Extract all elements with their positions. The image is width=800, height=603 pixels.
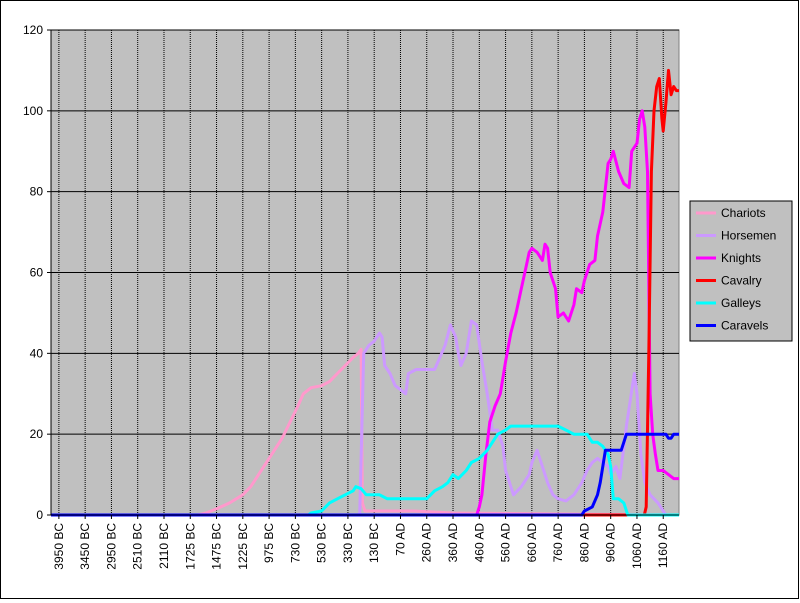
- x-tick-label: 130 BC: [367, 523, 381, 563]
- legend-box: [689, 200, 793, 342]
- legend-label: Galleys: [721, 296, 761, 310]
- series-layer: [51, 68, 680, 517]
- x-tick-label: 260 AD: [420, 523, 434, 563]
- legend-label: Chariots: [721, 206, 766, 220]
- y-tick-label: 80: [30, 185, 44, 199]
- x-axis: 3950 BC 3450 BC 2950 BC 2510 BC 2110 BC 1725 …: [51, 514, 679, 570]
- x-tick-label: 1060 AD: [630, 523, 644, 569]
- x-tick-label: 860 AD: [577, 523, 591, 563]
- y-axis: 0 20 40 60 80 100 120: [23, 23, 52, 522]
- legend-label: Caravels: [721, 319, 768, 333]
- x-tick-label: 2510 BC: [131, 523, 145, 570]
- y-tick-label: 0: [36, 508, 43, 522]
- x-tick-label: 3950 BC: [52, 523, 66, 570]
- legend-label: Cavalry: [721, 274, 762, 288]
- y-tick-label: 40: [30, 346, 44, 360]
- series-line-galleys: [51, 424, 679, 517]
- x-tick-label: 760 AD: [551, 523, 565, 563]
- x-tick-label: 1225 BC: [236, 523, 250, 570]
- x-tick-label: 2950 BC: [104, 523, 118, 570]
- legend: Chariots Horsemen Knights Cavalry Galleys Car…: [689, 200, 793, 342]
- y-tick-label: 120: [23, 23, 43, 37]
- x-tick-label: 1725 BC: [183, 523, 197, 570]
- x-tick-label: 1475 BC: [210, 523, 224, 570]
- x-tick-label: 70 AD: [393, 523, 407, 556]
- x-tick-label: 1160 AD: [656, 523, 670, 568]
- x-tick-label: 3450 BC: [78, 523, 92, 570]
- x-tick-label: 960 AD: [604, 523, 618, 563]
- x-tick-label: 730 BC: [288, 523, 302, 563]
- x-tick-label: 2110 BC: [157, 523, 171, 569]
- legend-label: Horsemen: [721, 229, 776, 243]
- series-line-horsemen: [51, 319, 679, 517]
- y-tick-label: 100: [23, 104, 43, 118]
- x-tick-label: 530 BC: [315, 523, 329, 563]
- series-line-knights: [51, 109, 679, 517]
- x-tick-label: 460 AD: [472, 523, 486, 563]
- y-tick-label: 20: [30, 427, 44, 441]
- x-tick-label: 560 AD: [499, 523, 513, 563]
- series-line-cavalry: [51, 68, 679, 517]
- x-tick-label: 330 BC: [341, 523, 355, 563]
- x-tick-label: 660 AD: [525, 523, 539, 563]
- y-tick-label: 60: [30, 266, 44, 280]
- x-tick-label: 975 BC: [262, 523, 276, 563]
- series-line-caravels: [51, 432, 679, 517]
- x-tick-label: 360 AD: [446, 523, 460, 563]
- vertical-gridlines: [58, 30, 664, 515]
- legend-label: Knights: [721, 251, 761, 265]
